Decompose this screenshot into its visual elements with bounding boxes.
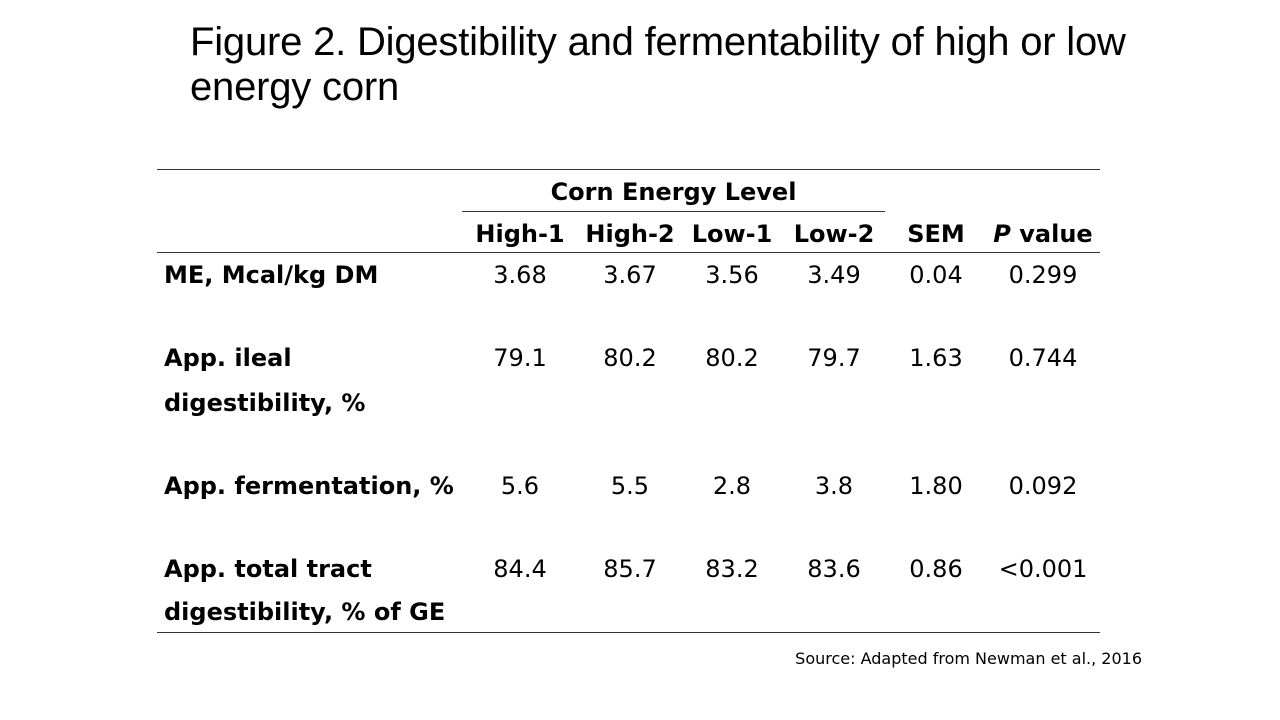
col-header-high-1: High-1 xyxy=(475,220,565,248)
cell-p-value: 0.744 xyxy=(1008,344,1078,372)
col-header-sem: SEM xyxy=(907,220,965,248)
cell-low-2: 83.6 xyxy=(807,555,861,583)
cell-high-2: 85.7 xyxy=(603,555,657,583)
row-label: ME, Mcal/kg DM xyxy=(164,261,379,289)
source-note: Source: Adapted from Newman et al., 2016 xyxy=(795,649,1142,668)
cell-high-2: 5.5 xyxy=(610,472,650,500)
cell-low-1: 2.8 xyxy=(712,472,752,500)
cell-p-value: 0.299 xyxy=(1008,261,1078,289)
row-label-line-2: digestibility, % xyxy=(164,389,366,417)
cell-sem: 1.63 xyxy=(909,344,963,372)
cell-high-1: 84.4 xyxy=(493,555,547,583)
cell-p-value: 0.092 xyxy=(1008,472,1078,500)
row-label: App. fermentation, % xyxy=(164,472,454,500)
cell-low-1: 83.2 xyxy=(705,555,759,583)
col-header-low-1: Low-1 xyxy=(691,220,773,248)
cell-low-1: 3.56 xyxy=(705,261,759,289)
cell-low-2: 3.49 xyxy=(807,261,861,289)
col-header-low-2: Low-2 xyxy=(793,220,875,248)
col-header-p-value: P value xyxy=(978,212,1108,257)
table-bottom-rule xyxy=(157,632,1100,633)
cell-high-2: 3.67 xyxy=(603,261,657,289)
group-header: Corn Energy Level xyxy=(550,178,797,206)
cell-high-1: 3.68 xyxy=(493,261,547,289)
row-label: App. total tract xyxy=(164,555,372,583)
cell-sem: 0.86 xyxy=(909,555,963,583)
col-header-high-2: High-2 xyxy=(585,220,675,248)
cell-low-2: 79.7 xyxy=(807,344,861,372)
p-rest: value xyxy=(1010,220,1093,248)
cell-p-value: <0.001 xyxy=(998,555,1088,583)
cell-high-1: 79.1 xyxy=(493,344,547,372)
cell-low-2: 3.8 xyxy=(814,472,854,500)
cell-sem: 1.80 xyxy=(909,472,963,500)
cell-high-1: 5.6 xyxy=(500,472,540,500)
cell-high-2: 80.2 xyxy=(603,344,657,372)
cell-sem: 0.04 xyxy=(909,261,963,289)
figure-title: Figure 2. Digestibility and fermentabili… xyxy=(190,20,1126,109)
header-bottom-rule xyxy=(157,252,1100,253)
row-label-line-2: digestibility, % of GE xyxy=(164,598,446,626)
row-label: App. ileal xyxy=(164,344,292,372)
p-italic: P xyxy=(993,220,1011,248)
group-underline xyxy=(462,211,885,212)
table-top-rule xyxy=(157,169,1100,170)
cell-low-1: 80.2 xyxy=(705,344,759,372)
